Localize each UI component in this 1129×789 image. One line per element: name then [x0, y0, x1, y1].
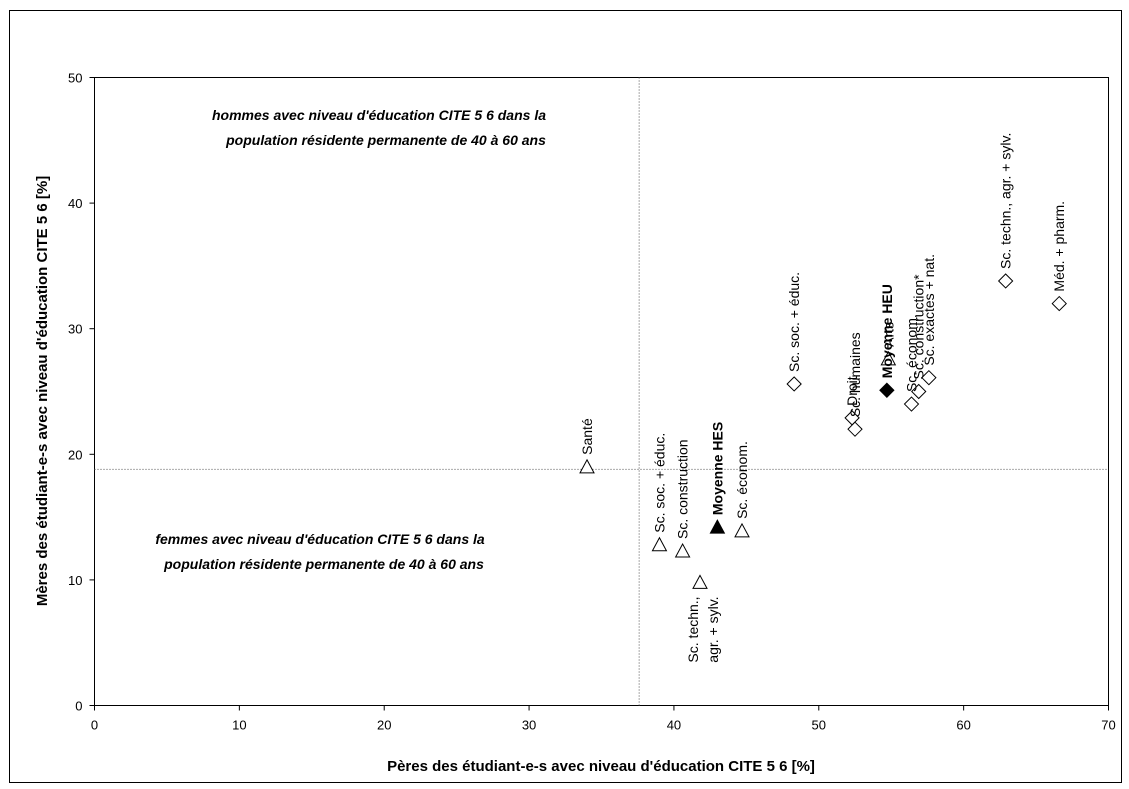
point-marker-triangle: [579, 458, 595, 474]
point-marker-diamond: [879, 382, 895, 398]
x-tick-label: 0: [91, 718, 98, 733]
annotation-women-line-2: population résidente permanente de 40 à …: [163, 556, 484, 572]
point-marker-triangle: [651, 536, 668, 552]
point-marker-diamond: [911, 383, 927, 400]
point-label: Sc. économ.: [734, 441, 750, 519]
point-label: Droit: [844, 376, 860, 406]
plot-area: [94, 77, 1109, 706]
point-marker-triangle: [880, 350, 897, 366]
point-marker-triangle: [734, 522, 750, 538]
point-label: Sc. construction*: [911, 274, 927, 380]
point-marker-diamond: [847, 421, 863, 437]
point-label: Sc. humaines: [847, 332, 863, 417]
point-label: Sc. économ.: [903, 314, 919, 392]
point-marker-triangle: [692, 574, 708, 589]
point-label: Sc. soc. + éduc.: [651, 433, 667, 533]
point-label: Moyenne HEU: [879, 284, 895, 378]
point-label: Sc. construction: [675, 439, 691, 539]
x-tick-label: 70: [1101, 718, 1115, 733]
point-label: Moyenne HES: [709, 422, 725, 515]
point-marker-diamond: [903, 396, 920, 412]
data-point-labels: Santé Sc. soc. + éduc. Sc. construction Sc.…: [579, 133, 1067, 663]
x-axis-title: Pères des étudiant-e-s avec niveau d'édu…: [387, 758, 815, 775]
y-tick-label: 20: [68, 447, 82, 462]
y-tick-label: 30: [68, 322, 82, 337]
reference-lines: [94, 77, 1109, 706]
point-label: Sc. soc. + éduc.: [786, 272, 802, 372]
point-label: Sc. exactes + nat.: [921, 254, 937, 366]
x-tick-label: 50: [812, 718, 826, 733]
point-label: Arts: [880, 322, 896, 347]
point-marker-diamond: [921, 369, 937, 386]
point-marker-triangle: [709, 519, 726, 534]
y-tick-label: 0: [75, 699, 82, 714]
x-tick-label: 30: [522, 718, 536, 733]
x-tick-label: 20: [377, 718, 391, 733]
x-tick-label: 10: [232, 718, 246, 733]
x-tick-label: 60: [956, 718, 970, 733]
point-label: Sc. techn., agr. + sylv.: [685, 596, 721, 662]
x-tick-label: 40: [667, 718, 681, 733]
y-tick-label: 50: [68, 71, 82, 86]
y-axis-title: Mères des étudiant-e-s avec niveau d'édu…: [34, 176, 51, 606]
annotation-women-line-1: femmes avec niveau d'éducation CITE 5 6 …: [155, 531, 485, 547]
y-tick-label: 10: [68, 573, 82, 588]
point-marker-diamond: [997, 273, 1014, 289]
point-marker-diamond: [786, 376, 802, 392]
axis-ticks: 0 10 20 30 40 50 60 70 0 10 20 30 40 50: [68, 71, 1116, 733]
annotation-men-line-1: hommes avec niveau d'éducation CITE 5 6 …: [212, 107, 546, 123]
annotation-men-line-2: population résidente permanente de 40 à …: [225, 132, 546, 148]
point-label: Santé: [579, 418, 595, 455]
data-points: [579, 273, 1067, 589]
point-marker-diamond: [1051, 295, 1067, 312]
point-marker-triangle: [674, 542, 691, 558]
point-label: Sc. techn., agr. + sylv.: [998, 133, 1014, 269]
y-tick-label: 40: [68, 196, 82, 211]
point-label: Méd. + pharm.: [1051, 201, 1067, 292]
